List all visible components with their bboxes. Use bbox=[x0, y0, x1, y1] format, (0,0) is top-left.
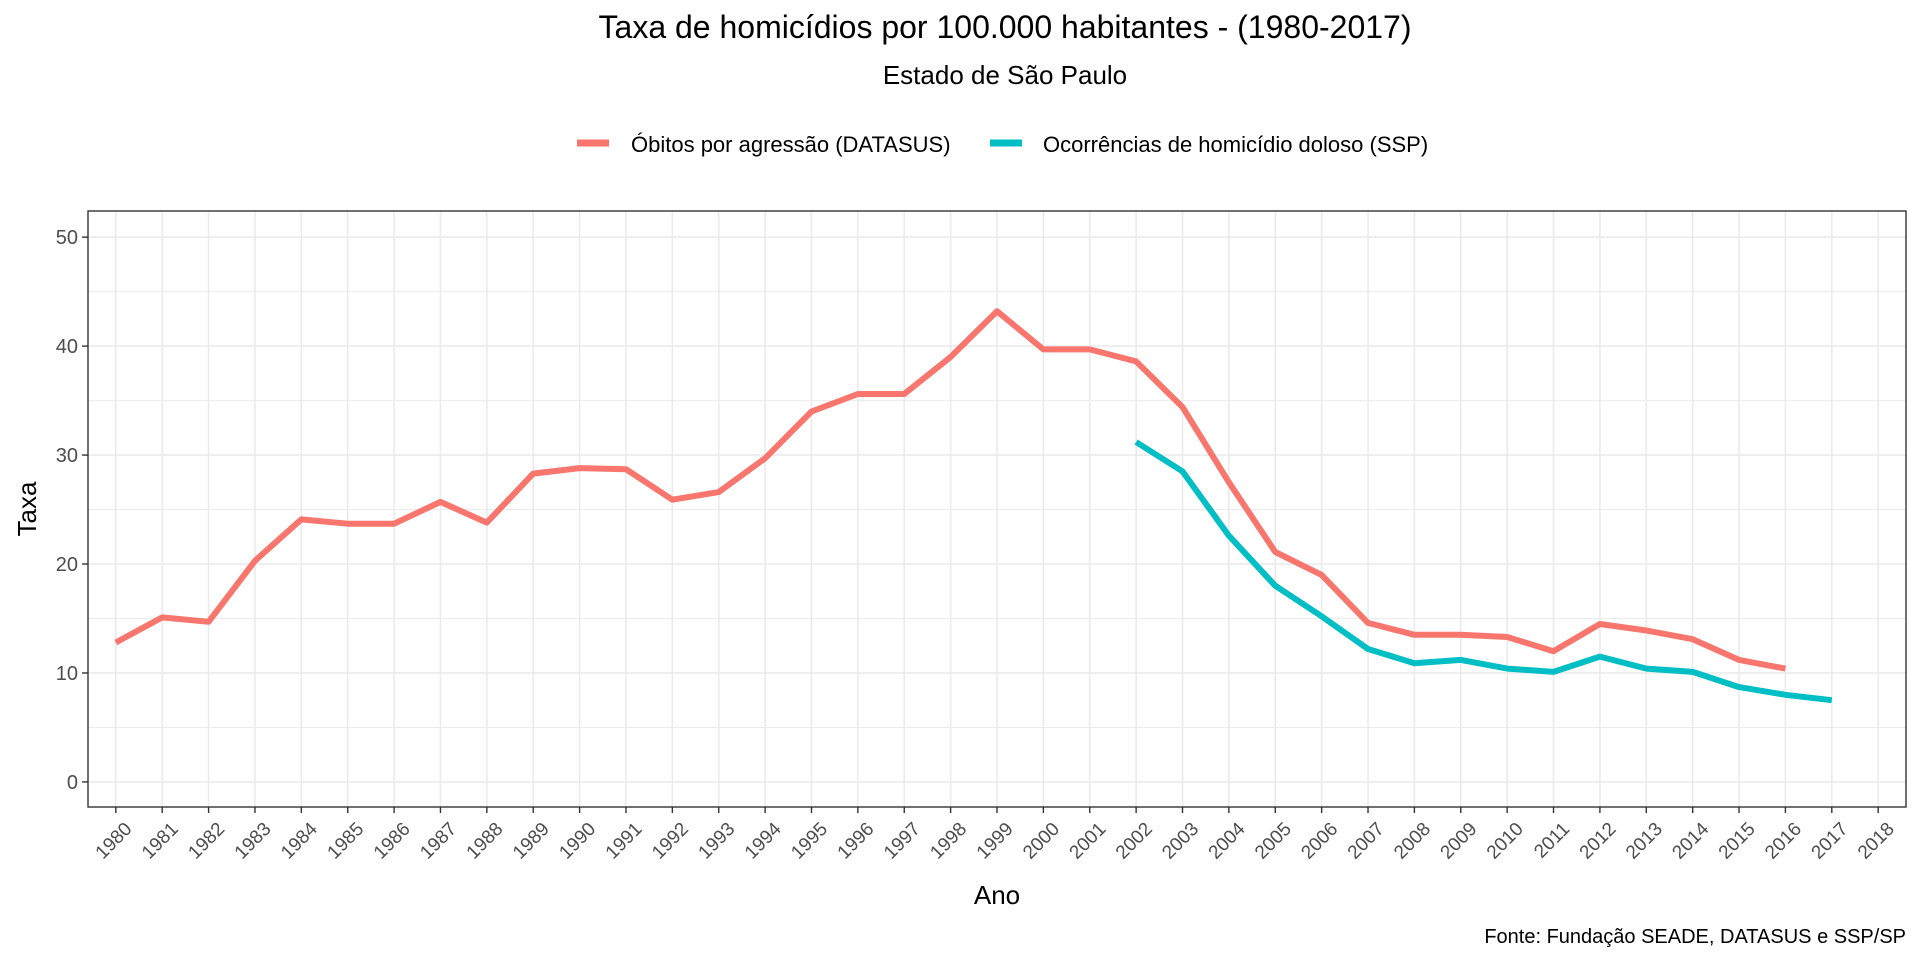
x-tick-label: 2009 bbox=[1437, 819, 1482, 864]
series-line-0 bbox=[114, 308, 1786, 672]
x-tick-label: 1989 bbox=[509, 819, 554, 864]
y-tick-label: 0 bbox=[67, 772, 78, 794]
grid-major bbox=[88, 211, 1906, 807]
y-axis-title: Taxa bbox=[12, 481, 42, 536]
x-tick-label: 2006 bbox=[1297, 819, 1342, 864]
x-tick-label: 2007 bbox=[1344, 819, 1389, 864]
x-tick-label: 1998 bbox=[926, 819, 971, 864]
x-tick-label: 1980 bbox=[92, 819, 137, 864]
x-tick-label: 1984 bbox=[277, 818, 322, 863]
chart-title: Taxa de homicídios por 100.000 habitante… bbox=[599, 9, 1412, 45]
series-layer bbox=[114, 308, 1833, 704]
x-tick-label: 1990 bbox=[555, 819, 600, 864]
x-tick-label: 2005 bbox=[1251, 819, 1296, 864]
x-tick-label: 1982 bbox=[184, 819, 229, 864]
x-tick-label: 1981 bbox=[138, 819, 183, 864]
x-tick-label: 1983 bbox=[231, 819, 276, 864]
plot-panel bbox=[87, 210, 1907, 808]
x-tick-label: 1992 bbox=[648, 819, 693, 864]
x-tick-label: 2003 bbox=[1158, 819, 1203, 864]
x-tick-label: 2017 bbox=[1808, 819, 1853, 864]
x-tick-label: 1988 bbox=[463, 819, 508, 864]
x-tick-label: 1999 bbox=[973, 819, 1018, 864]
x-tick-label: 1996 bbox=[834, 819, 879, 864]
chart-caption: Fonte: Fundação SEADE, DATASUS e SSP/SP bbox=[1484, 926, 1906, 948]
x-tick-label: 2008 bbox=[1390, 819, 1435, 864]
legend-label-1: Ocorrências de homicídio doloso (SSP) bbox=[1043, 132, 1428, 157]
legend: Óbitos por agressão (DATASUS) Ocorrência… bbox=[577, 132, 1428, 157]
x-tick-label: 2011 bbox=[1530, 819, 1574, 863]
legend-label-0: Óbitos por agressão (DATASUS) bbox=[631, 132, 951, 157]
x-axis-title: Ano bbox=[974, 880, 1020, 910]
x-tick-label: 2016 bbox=[1761, 819, 1806, 864]
x-tick-label: 2014 bbox=[1669, 818, 1714, 863]
x-tick-label: 2001 bbox=[1066, 819, 1111, 864]
x-tick-label: 2004 bbox=[1205, 818, 1250, 863]
x-tick-label: 1995 bbox=[787, 819, 832, 864]
x-tick-label: 1991 bbox=[602, 819, 647, 864]
y-tick-label: 10 bbox=[56, 663, 78, 685]
x-tick-label: 2010 bbox=[1483, 819, 1528, 864]
y-tick-label: 40 bbox=[56, 336, 78, 358]
y-tick-label: 20 bbox=[56, 554, 78, 576]
x-tick-label: 2000 bbox=[1019, 819, 1064, 864]
x-tick-label: 1993 bbox=[695, 819, 740, 864]
series-line-1 bbox=[1134, 439, 1833, 704]
x-tick-label: 2018 bbox=[1854, 819, 1899, 864]
x-tick-label: 1987 bbox=[416, 819, 461, 864]
x-tick-label: 2012 bbox=[1576, 819, 1621, 864]
x-tick-label: 2002 bbox=[1112, 819, 1157, 864]
x-tick-label: 1994 bbox=[741, 818, 786, 863]
y-tick-label: 30 bbox=[56, 445, 78, 467]
x-tick-label: 2013 bbox=[1622, 819, 1667, 864]
x-axis: 1980 1981 1982 1983 1984 1985 1986 1987 1988 1989… bbox=[92, 807, 1899, 863]
y-axis: 0 10 20 30 40 50 bbox=[56, 227, 88, 794]
x-tick-label: 1986 bbox=[370, 819, 415, 864]
x-tick-label: 1985 bbox=[324, 819, 369, 864]
y-tick-label: 50 bbox=[56, 227, 78, 249]
x-tick-label: 1997 bbox=[880, 819, 925, 864]
x-tick-label: 2015 bbox=[1715, 819, 1760, 864]
chart-subtitle: Estado de São Paulo bbox=[883, 60, 1127, 90]
